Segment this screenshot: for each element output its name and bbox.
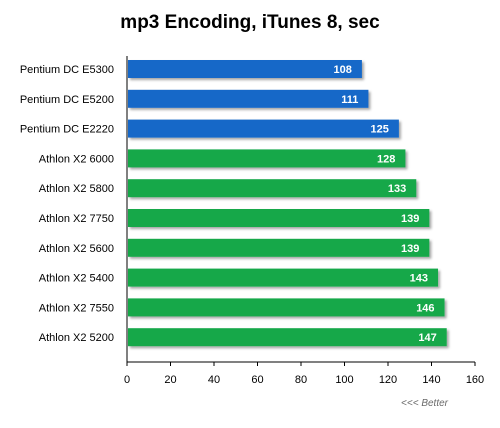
category-label: Athlon X2 5800 [39, 183, 114, 195]
bar [128, 298, 445, 317]
x-tick-label: 80 [295, 374, 307, 386]
x-tick-label: 100 [335, 374, 353, 386]
category-label: Athlon X2 5400 [39, 273, 114, 285]
category-label: Athlon X2 5600 [39, 243, 114, 255]
bar [128, 238, 430, 257]
bars [128, 60, 447, 347]
bar-value-label: 111 [341, 94, 358, 106]
bar [128, 179, 417, 198]
category-label: Pentium DC E2220 [20, 124, 114, 136]
x-tick-label: 160 [466, 374, 484, 386]
x-tick-label: 60 [251, 374, 263, 386]
x-tick-label: 20 [164, 374, 176, 386]
bar [128, 89, 369, 108]
bar [128, 268, 439, 287]
bar [128, 328, 447, 347]
category-label: Pentium DC E5300 [20, 64, 114, 76]
category-label: Pentium DC E5200 [20, 94, 114, 106]
category-label: Athlon X2 6000 [39, 153, 114, 165]
bar-value-label: 108 [334, 64, 352, 76]
bar-value-label: 139 [401, 213, 419, 225]
x-axis-ticks: 0 20 40 60 80 100 120 140 160 [124, 362, 484, 386]
value-labels: 108 111 125 128 133 139 139 143 146 147 [334, 64, 437, 344]
x-tick-label: 0 [124, 374, 130, 386]
x-tick-label: 40 [208, 374, 220, 386]
category-labels: Pentium DC E5300 Pentium DC E5200 Pentium … [20, 64, 114, 344]
category-label: Athlon X2 7750 [39, 213, 114, 225]
bar [128, 209, 430, 227]
x-tick-label: 140 [422, 374, 440, 386]
bar-value-label: 143 [410, 273, 428, 285]
bar [128, 60, 362, 78]
x-tick-label: 120 [379, 374, 397, 386]
chart-title: mp3 Encoding, iTunes 8, sec [120, 12, 380, 33]
bar-value-label: 125 [371, 124, 389, 136]
better-note: <<< Better [401, 398, 449, 409]
bar [128, 119, 399, 138]
bar-value-label: 146 [416, 302, 434, 314]
category-label: Athlon X2 7550 [39, 302, 114, 314]
bar-value-label: 139 [401, 243, 419, 255]
category-label: Athlon X2 5200 [39, 332, 114, 344]
bar-value-label: 147 [418, 332, 436, 344]
bar [128, 149, 406, 168]
bar-value-label: 128 [377, 153, 395, 165]
bar-value-label: 133 [388, 183, 406, 195]
